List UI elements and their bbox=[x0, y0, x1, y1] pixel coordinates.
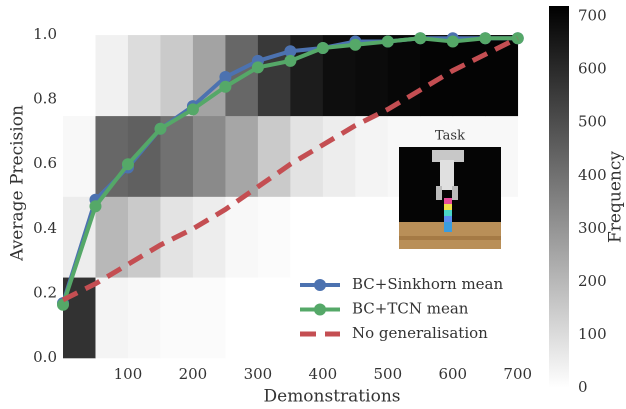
legend-label: BC+Sinkhorn mean bbox=[352, 275, 504, 293]
point bbox=[284, 45, 297, 58]
colorbar-tick-label: 600 bbox=[578, 60, 607, 78]
heatmap-cell bbox=[63, 35, 96, 117]
x-tick-label: 500 bbox=[374, 365, 403, 383]
heatmap-cell bbox=[225, 115, 259, 197]
point bbox=[479, 32, 492, 45]
heatmap-cell bbox=[355, 196, 389, 278]
y-tick-label: 1.0 bbox=[33, 25, 57, 43]
heatmap-cell bbox=[95, 277, 129, 359]
y-tick-label: 0.0 bbox=[33, 348, 57, 366]
colorbar-tick-label: 400 bbox=[578, 166, 607, 184]
heatmap-cell bbox=[225, 277, 259, 359]
y-axis-label: Average Precision bbox=[8, 105, 28, 262]
heatmap-cell bbox=[95, 35, 129, 117]
heatmap-cell bbox=[192, 196, 226, 278]
heatmap-cell bbox=[95, 196, 129, 278]
heatmap-cell bbox=[485, 277, 519, 359]
x-tick-label: 700 bbox=[503, 365, 532, 383]
point bbox=[89, 200, 102, 213]
point bbox=[121, 158, 134, 171]
point bbox=[414, 32, 427, 45]
point bbox=[381, 35, 394, 48]
inset-image: Task bbox=[399, 129, 501, 249]
point bbox=[446, 35, 459, 48]
heatmap-cell bbox=[322, 277, 356, 359]
colorbar-tick-label: 500 bbox=[578, 113, 607, 131]
colorbar-tick-label: 100 bbox=[578, 325, 607, 343]
x-tick-label: 100 bbox=[114, 365, 143, 383]
heatmap-cell bbox=[160, 35, 194, 117]
colorbar-tick-label: 300 bbox=[578, 219, 607, 237]
x-tick-label: 200 bbox=[179, 365, 208, 383]
colorbar-label: Frequency bbox=[606, 151, 626, 243]
series-line bbox=[61, 36, 519, 303]
heatmap-cell bbox=[355, 277, 389, 359]
point bbox=[316, 41, 329, 54]
point bbox=[154, 122, 167, 135]
point bbox=[251, 61, 264, 74]
colorbar-tick-label: 200 bbox=[578, 272, 607, 290]
x-axis-label: Demonstrations bbox=[264, 387, 401, 407]
heatmap-cell bbox=[387, 35, 421, 117]
heatmap-cell bbox=[452, 35, 486, 117]
y-tick-label: 0.2 bbox=[33, 283, 57, 301]
y-tick-label: 0.8 bbox=[33, 90, 57, 108]
heatmap-cell bbox=[290, 196, 324, 278]
heatmap-cell bbox=[63, 115, 96, 197]
y-tick-label: 0.4 bbox=[33, 219, 57, 237]
heatmap-cell bbox=[225, 196, 259, 278]
legend-label: No generalisation bbox=[352, 324, 488, 342]
point bbox=[219, 80, 232, 93]
x-tick-label: 400 bbox=[309, 365, 338, 383]
heatmap-cell bbox=[290, 277, 324, 359]
heatmap-cell bbox=[192, 115, 226, 197]
legend-label: BC+TCN mean bbox=[352, 300, 469, 318]
colorbar-tick-label: 0 bbox=[578, 378, 588, 396]
heatmap-cell bbox=[420, 35, 454, 117]
heatmap-cell bbox=[257, 196, 291, 278]
x-tick-label: 600 bbox=[438, 365, 467, 383]
heatmap-cell bbox=[257, 277, 291, 359]
heatmap-cell bbox=[127, 35, 161, 117]
heatmap-cell bbox=[127, 196, 161, 278]
heatmap-cell bbox=[452, 277, 486, 359]
heatmap-cell bbox=[420, 277, 454, 359]
inset-label: Task bbox=[435, 129, 465, 144]
legend-marker bbox=[314, 279, 326, 291]
heatmap-cell bbox=[257, 35, 291, 117]
heatmap-cell bbox=[192, 277, 226, 359]
heatmap-cell bbox=[387, 277, 421, 359]
point bbox=[57, 298, 69, 311]
y-tick-label: 0.6 bbox=[33, 154, 57, 172]
heatmap-cell bbox=[160, 277, 194, 359]
colorbar bbox=[549, 6, 569, 388]
heatmap-cell bbox=[355, 115, 389, 197]
legend-marker bbox=[314, 303, 326, 316]
heatmap-cell bbox=[127, 277, 161, 359]
point bbox=[186, 103, 199, 116]
colorbar-tick-label: 700 bbox=[578, 7, 607, 25]
point bbox=[219, 71, 232, 84]
point bbox=[284, 54, 297, 67]
heatmap-cell bbox=[355, 35, 389, 117]
heatmap-cell bbox=[322, 196, 356, 278]
point bbox=[349, 38, 362, 51]
x-tick-label: 300 bbox=[244, 365, 273, 383]
